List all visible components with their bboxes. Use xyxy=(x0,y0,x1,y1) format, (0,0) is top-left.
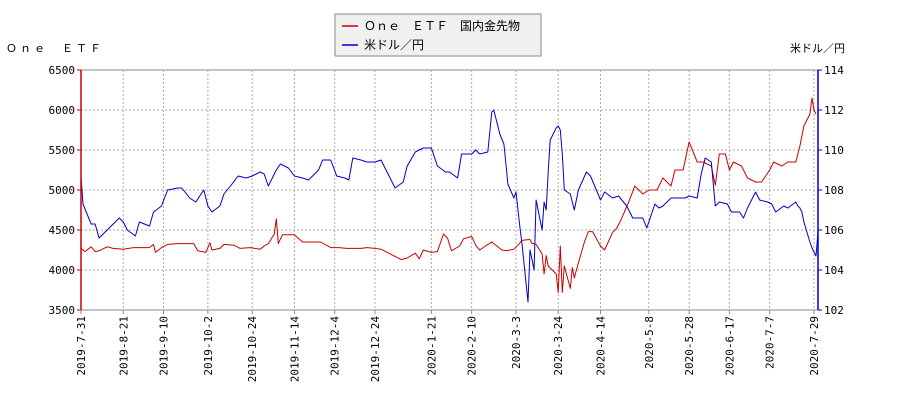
x-tick-label: 2019-8-21 xyxy=(117,316,130,376)
left-axis-label: Ｏｎｅ ＥＴＦ xyxy=(6,42,104,55)
left-tick-label: 6500 xyxy=(49,64,76,77)
x-tick-label: 2020-5-28 xyxy=(683,316,696,376)
left-tick-label: 6000 xyxy=(49,104,76,117)
x-tick-label: 2020-7-29 xyxy=(808,316,821,376)
left-tick-label: 3500 xyxy=(49,304,76,317)
axis-layer: 6500 6000 5500 5000 4500 4000 3500 114 112 110 108… xyxy=(49,64,845,382)
right-tick-label: 114 xyxy=(824,64,844,77)
right-tick-label: 112 xyxy=(824,104,844,117)
x-tick-label: 2019-10-24 xyxy=(246,316,259,383)
series-line-gold-etf xyxy=(80,97,817,293)
x-tick-label: 2020-2-10 xyxy=(466,316,479,376)
legend: Ｏｎｅ ＥＴＦ 国内金先物 米ドル／円 xyxy=(334,13,542,57)
right-tick-label: 108 xyxy=(824,184,844,197)
left-tick-label: 4500 xyxy=(49,224,76,237)
x-tick-label: 2019-9-10 xyxy=(158,316,171,376)
x-tick-label: 2020-3-24 xyxy=(552,316,565,376)
x-tick-label: 2019-12-4 xyxy=(329,316,342,376)
legend-box xyxy=(334,13,542,57)
left-tick-label: 5500 xyxy=(49,144,76,157)
series-layer xyxy=(80,97,819,303)
right-tick-label: 102 xyxy=(824,304,844,317)
legend-label-gold: Ｏｎｅ ＥＴＦ 国内金先物 xyxy=(364,18,520,33)
x-tick-label: 2020-6-17 xyxy=(723,316,736,376)
x-tick-label: 2020-7-7 xyxy=(764,316,777,369)
grid-layer xyxy=(80,69,819,311)
right-tick-label: 106 xyxy=(824,224,844,237)
x-tick-label: 2020-3-3 xyxy=(510,316,523,369)
legend-label-usdjpy: 米ドル／円 xyxy=(364,38,424,52)
left-tick-label: 4000 xyxy=(49,264,76,277)
left-tick-label: 5000 xyxy=(49,184,76,197)
series-line-usdjpy xyxy=(80,109,819,303)
right-tick-label: 110 xyxy=(824,144,844,157)
x-tick-label: 2019-7-31 xyxy=(75,316,88,376)
x-tick-label: 2019-10-2 xyxy=(202,316,215,376)
right-axis-label: 米ドル／円 xyxy=(790,42,845,55)
x-tick-label: 2020-5-8 xyxy=(643,316,656,369)
x-tick-label: 2019-12-24 xyxy=(369,316,382,383)
x-tick-label: 2020-4-14 xyxy=(595,316,608,376)
x-tick-label: 2020-1-21 xyxy=(425,316,438,376)
right-tick-label: 104 xyxy=(824,264,844,277)
x-tick-label: 2019-11-14 xyxy=(288,316,301,383)
